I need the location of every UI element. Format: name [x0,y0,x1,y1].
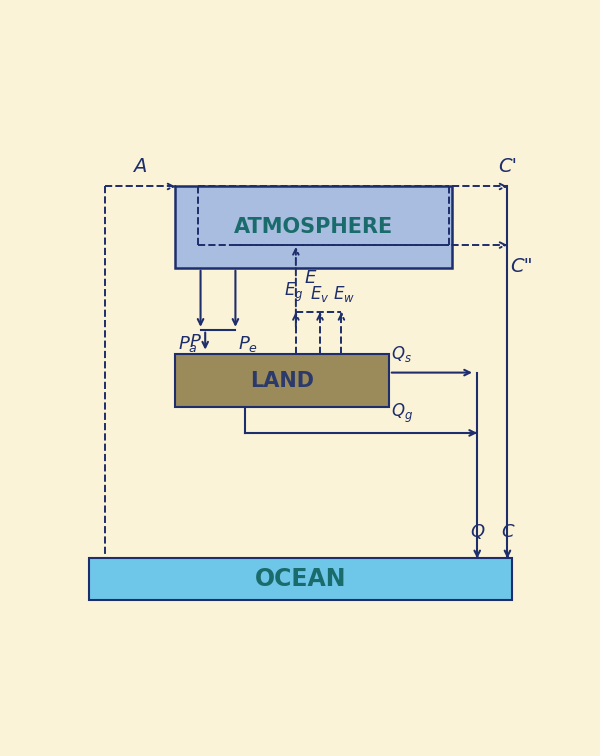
Text: C': C' [498,157,517,176]
Text: $E_g$: $E_g$ [284,280,303,304]
Text: A: A [133,157,147,176]
Bar [175,187,452,268]
Text: E: E [304,269,316,287]
Text: P: P [190,333,200,351]
Text: $E_w$: $E_w$ [333,284,355,304]
Text: $Q_g$: $Q_g$ [391,401,413,425]
Text: C: C [501,523,514,541]
Text: C": C" [510,257,532,276]
Bar [89,559,512,600]
Text: $E_v$: $E_v$ [310,284,330,304]
Text: $P_e$: $P_e$ [238,334,258,355]
Text: LAND: LAND [250,371,314,391]
Text: $P_a$: $P_a$ [178,334,198,355]
Text: ATMOSPHERE: ATMOSPHERE [234,218,393,237]
Bar [175,354,389,407]
Text: Q: Q [470,523,484,541]
Text: OCEAN: OCEAN [255,568,346,591]
Text: $Q_s$: $Q_s$ [391,344,412,364]
